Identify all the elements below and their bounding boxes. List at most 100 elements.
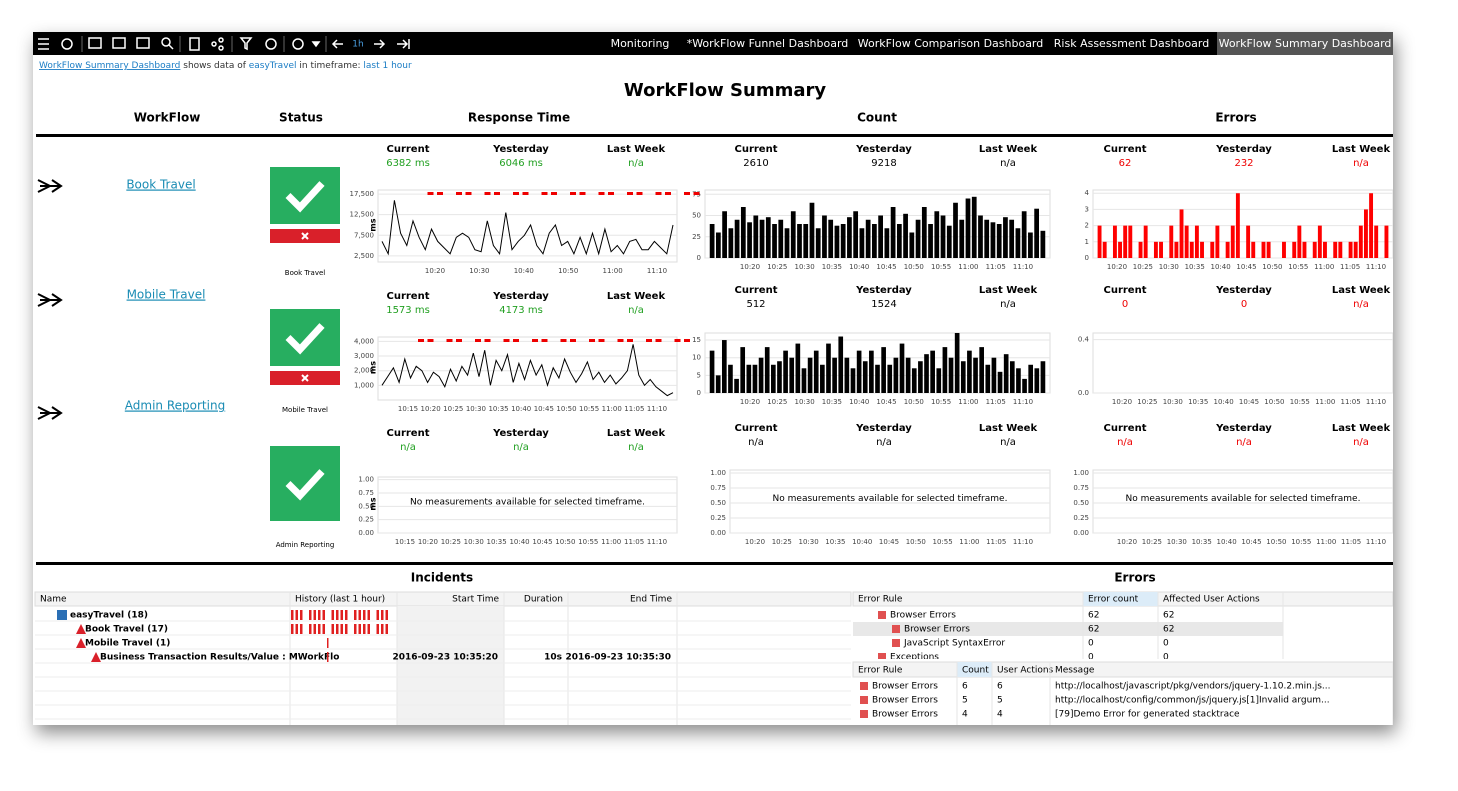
bar	[715, 375, 721, 393]
y-tick-label: 25	[692, 233, 701, 241]
column-header: WorkFlow	[134, 111, 201, 125]
violation-marker	[608, 192, 614, 195]
y-tick-label: 0.25	[358, 516, 374, 524]
column-header: Name	[40, 595, 67, 605]
bar	[1353, 241, 1358, 258]
bar	[1323, 241, 1327, 258]
stat-value: 2610	[743, 158, 768, 169]
bar	[709, 350, 715, 393]
error-message: http://localhost/config/common/js/jquery…	[1055, 696, 1330, 706]
x-tick-label: 11:00	[959, 538, 979, 546]
bar	[1261, 241, 1266, 258]
bar	[921, 207, 927, 258]
violation-marker	[437, 192, 443, 195]
x-tick-label: 11:10	[1013, 263, 1033, 271]
stat-value: 9218	[871, 158, 896, 169]
bar	[924, 354, 929, 393]
bar	[828, 219, 834, 258]
stat-label: Last Week	[1332, 423, 1391, 434]
bar	[1097, 225, 1102, 258]
workflow-link[interactable]: Admin Reporting	[125, 399, 225, 413]
dashboard-title: WorkFlow Summary	[624, 80, 826, 101]
y-tick-label: 0.25	[710, 514, 726, 522]
x-tick-label: 11:10	[1013, 538, 1033, 546]
violation-marker	[551, 192, 557, 195]
bar	[784, 228, 790, 258]
violation-marker	[617, 339, 624, 342]
x-tick-label: 10:50	[904, 398, 924, 406]
bar	[1297, 225, 1302, 258]
history-tick	[345, 610, 348, 620]
history-tick	[363, 610, 366, 620]
column-header: Response Time	[468, 111, 570, 125]
x-tick-label: 10:45	[1241, 538, 1261, 546]
bar	[853, 211, 859, 258]
column-header: Duration	[524, 595, 563, 605]
stat-value: n/a	[876, 437, 892, 448]
bar	[1348, 241, 1353, 258]
bar	[918, 361, 923, 393]
violation-marker	[636, 192, 643, 195]
x-tick-label: 10:40	[1217, 538, 1237, 546]
bar	[1225, 241, 1230, 258]
tab[interactable]: Monitoring	[611, 37, 670, 50]
bar	[734, 219, 740, 258]
system-link[interactable]: easyTravel	[249, 61, 297, 71]
stat-label: Last Week	[1332, 285, 1391, 296]
x-tick-label: 10:40	[849, 263, 869, 271]
incident-name: Business Transaction Results/Value : MWo…	[100, 653, 339, 663]
bar	[1022, 378, 1027, 393]
bar	[899, 343, 905, 393]
tab[interactable]: WorkFlow Summary Dashboard	[1219, 37, 1392, 50]
violation-marker	[513, 192, 519, 195]
timeframe-link[interactable]: last 1 hour	[363, 61, 412, 71]
tab[interactable]: *WorkFlow Funnel Dashboard	[687, 37, 849, 50]
bar	[1159, 241, 1163, 258]
y-tick-label: 4	[1085, 189, 1090, 197]
incident-name: Mobile Travel (1)	[85, 639, 170, 649]
time-label[interactable]: 1h	[352, 40, 363, 50]
x-tick-label: 11:05	[624, 538, 644, 546]
dashboard-link[interactable]: WorkFlow Summary Dashboard	[39, 61, 180, 71]
error-count: 5	[962, 696, 968, 706]
x-tick-label: 10:25	[443, 405, 463, 413]
column-header: Count	[962, 666, 989, 676]
tab[interactable]: Risk Assessment Dashboard	[1054, 37, 1209, 50]
history-tick	[322, 610, 325, 620]
bar	[847, 217, 852, 258]
bar	[1338, 241, 1343, 258]
bar	[1317, 225, 1322, 258]
tab[interactable]: WorkFlow Comparison Dashboard	[858, 37, 1044, 50]
history-tick	[381, 610, 384, 620]
stat-label: Yesterday	[1215, 144, 1272, 155]
y-tick-label: 0.75	[1073, 484, 1089, 492]
x-tick-label: 10:55	[1288, 263, 1308, 271]
bar	[1312, 241, 1317, 258]
history-tick	[300, 624, 303, 634]
history-tick	[295, 624, 298, 634]
bar	[859, 228, 865, 258]
workflow-link[interactable]: Mobile Travel	[127, 288, 206, 302]
history-tick	[291, 624, 294, 634]
bar	[1028, 364, 1034, 393]
bar	[1384, 225, 1389, 258]
rule-name: Browser Errors	[872, 696, 938, 706]
rule-name: Browser Errors	[872, 710, 938, 720]
violation-marker	[541, 192, 548, 195]
bar	[936, 368, 942, 393]
history-tick	[385, 624, 388, 634]
x-tick-label: 10:20	[740, 263, 760, 271]
y-tick-label: 1.00	[710, 469, 726, 477]
bar	[1302, 241, 1307, 258]
bar	[1251, 241, 1256, 258]
violation-marker	[503, 339, 510, 342]
bar	[764, 347, 770, 393]
bar	[820, 364, 825, 393]
x-tick-label: 10:30	[1167, 538, 1187, 546]
workflow-link[interactable]: Book Travel	[126, 178, 195, 192]
stat-value: 512	[746, 299, 765, 310]
bar	[1123, 225, 1128, 258]
y-tick-label: 0.4	[1078, 336, 1090, 344]
violation-marker	[570, 192, 576, 195]
bar	[813, 350, 819, 393]
